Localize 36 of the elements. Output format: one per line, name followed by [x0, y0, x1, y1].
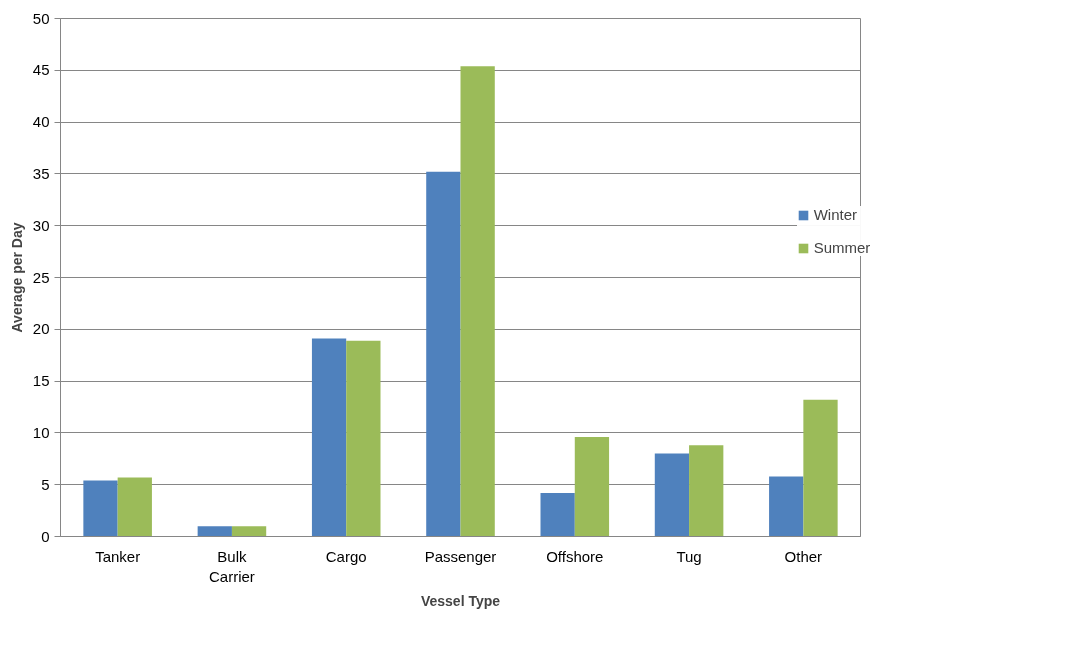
y-tick-label: 25	[32, 268, 50, 286]
y-tick-label: 20	[32, 320, 50, 338]
bar	[83, 480, 118, 537]
y-tick-label: 45	[32, 61, 50, 79]
bar	[197, 526, 232, 537]
x-tick-label: Tanker	[95, 547, 141, 565]
y-tick-label: 0	[41, 527, 50, 545]
x-tick-label: Cargo	[325, 547, 367, 565]
x-tick-label: Offshore	[546, 547, 604, 565]
bar	[231, 526, 267, 537]
y-tick-label: 30	[32, 216, 50, 234]
y-tick-label: 35	[32, 164, 50, 182]
bar	[654, 453, 690, 537]
bar	[574, 437, 610, 537]
bar	[311, 338, 347, 537]
x-tick-label: Bulk Carrier	[209, 547, 255, 585]
y-tick-label: 50	[32, 9, 50, 27]
bar	[689, 445, 724, 537]
bar	[460, 66, 495, 537]
legend-label: Summer	[813, 239, 872, 256]
x-tick-label: Passenger	[424, 547, 497, 565]
bar	[346, 340, 381, 537]
bar	[426, 171, 461, 537]
y-tick-label: 5	[41, 475, 50, 493]
y-axis-title: Average per Day	[8, 222, 25, 333]
bar	[540, 492, 575, 537]
y-tick-label: 10	[32, 423, 50, 441]
x-tick-label: Other	[784, 547, 823, 565]
bar	[117, 477, 152, 537]
x-axis-title: Vessel Type	[420, 592, 501, 609]
y-tick-label: 40	[32, 113, 50, 131]
bar	[803, 399, 838, 537]
legend-label: Winter	[813, 206, 858, 223]
bar	[769, 476, 804, 537]
y-tick-label: 15	[32, 372, 50, 390]
x-tick-label: Tug	[676, 547, 702, 565]
